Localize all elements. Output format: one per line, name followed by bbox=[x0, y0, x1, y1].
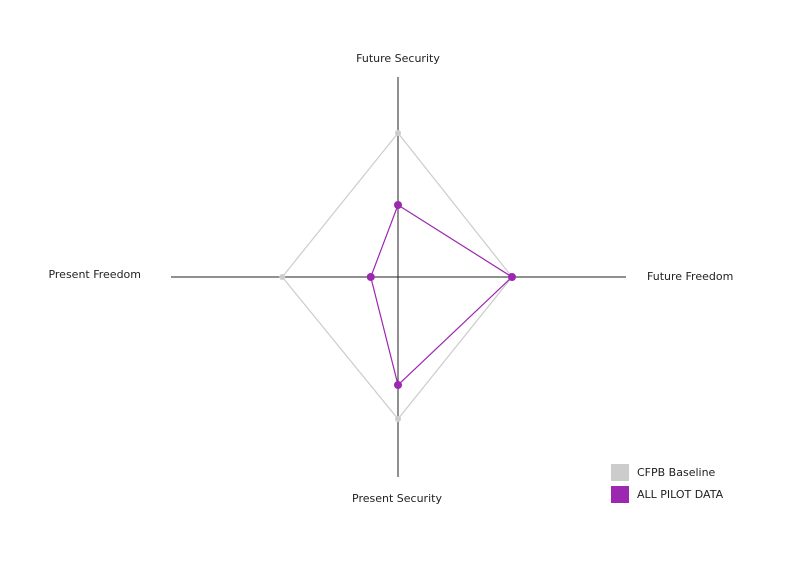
series-point bbox=[395, 130, 401, 136]
series-polygon bbox=[370, 204, 513, 387]
series-polygon bbox=[281, 132, 513, 420]
legend-swatch bbox=[611, 464, 629, 481]
series-point bbox=[279, 274, 286, 280]
axis-label: Future Security bbox=[356, 52, 440, 65]
series-point bbox=[394, 201, 402, 209]
legend-swatch bbox=[611, 486, 629, 503]
series-point bbox=[394, 381, 402, 389]
axis-label: Present Security bbox=[352, 492, 442, 505]
legend-label: CFPB Baseline bbox=[637, 466, 716, 479]
series-point bbox=[508, 273, 516, 281]
series-point bbox=[395, 416, 401, 422]
series-point bbox=[366, 273, 375, 281]
axis-label: Present Freedom bbox=[48, 268, 141, 281]
legend-label: ALL PILOT DATA bbox=[637, 488, 724, 501]
axis-label: Future Freedom bbox=[647, 270, 733, 283]
